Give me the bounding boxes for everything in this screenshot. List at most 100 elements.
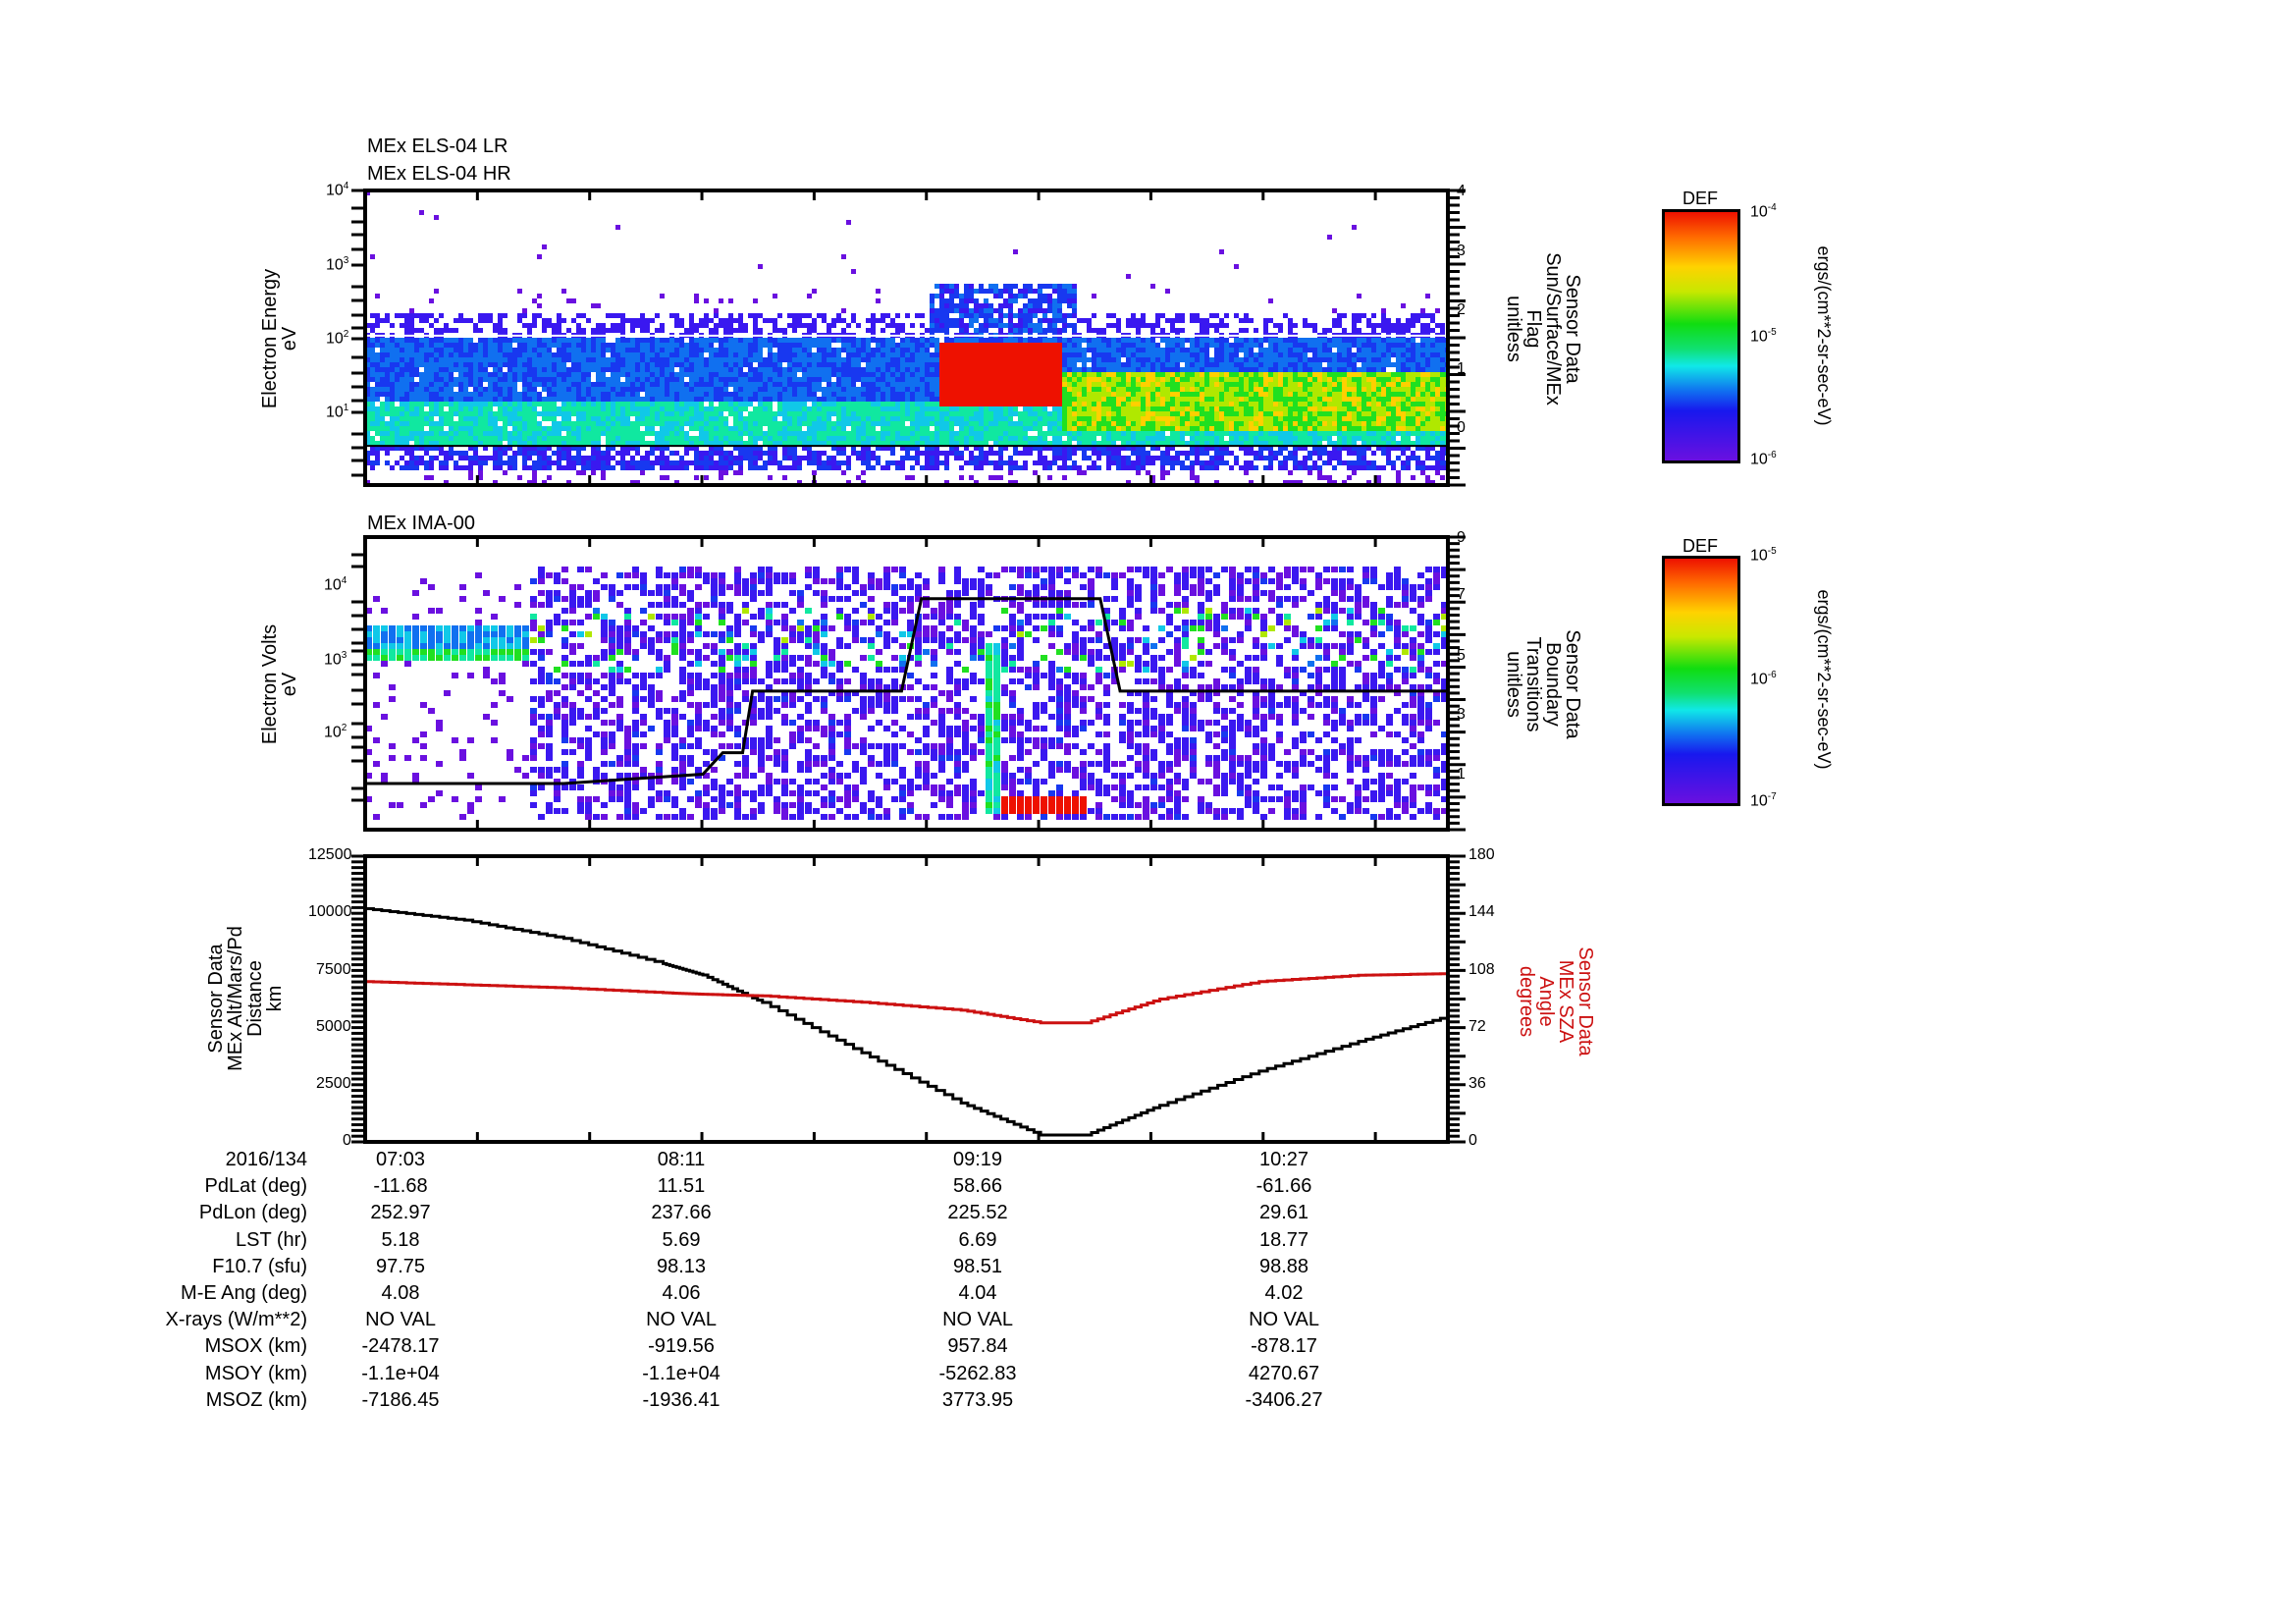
ephemeris-value: 97.75 [375, 1255, 426, 1277]
colorbar2-mid: 10-6 [1750, 670, 1777, 688]
ephemeris-value: NO VAL [365, 1309, 436, 1331]
colorbar1-min: 10-6 [1750, 450, 1777, 468]
ima-spectrogram [351, 535, 1466, 832]
ephemeris-value: 237.66 [651, 1202, 712, 1224]
p3-ytick: 10000 [308, 903, 352, 920]
p2-y2tick: 5 [1457, 647, 1466, 664]
ephemeris-row-label: MSOZ (km) [205, 1388, 307, 1411]
ephemeris-value: NO VAL [1249, 1309, 1319, 1331]
ephemeris-value: 225.52 [947, 1202, 1008, 1224]
ephemeris-value: -7186.45 [361, 1388, 440, 1411]
ephemeris-table: 2016/134 07:03 08:11 09:19 10:27 PdLat (deg) -… [0, 1149, 2296, 1424]
p3-ytick: 12500 [308, 846, 352, 863]
p2-ytick-1e4: 104 [324, 575, 347, 594]
p3-ylabel: Sensor Data MEx Alt/Mars/Pd Distance km [205, 926, 286, 1071]
ephemeris-value: 4270.67 [1248, 1362, 1320, 1384]
colorbar2 [1662, 556, 1740, 806]
ephemeris-value: 4.02 [1264, 1282, 1304, 1304]
ephemeris-value: -1936.41 [642, 1388, 721, 1411]
ephemeris-value: 4.04 [958, 1282, 997, 1304]
ephemeris-value: 3773.95 [941, 1388, 1014, 1411]
ephemeris-value: 252.97 [370, 1202, 431, 1224]
p1-y2tick: 1 [1457, 360, 1466, 377]
p3-y2tick: 36 [1468, 1075, 1486, 1092]
p3-ytick: 7500 [316, 961, 351, 978]
ephemeris-value: 18.77 [1258, 1228, 1309, 1251]
ephemeris-row-label: MSOY (km) [204, 1362, 307, 1384]
p1-y2tick: 4 [1457, 183, 1466, 199]
ephemeris-row-label: PdLat (deg) [204, 1175, 307, 1198]
colorbar2-title: DEF [1682, 536, 1718, 556]
p2-y2tick: 9 [1457, 529, 1466, 546]
p1-ytick-1e4: 104 [326, 181, 349, 199]
colorbar1-mid: 10-5 [1750, 327, 1777, 346]
colorbar1 [1662, 209, 1740, 463]
p1-y2tick: 0 [1457, 419, 1466, 436]
p2-y2label: Sensor Data Boundary Transitions unitless [1503, 629, 1583, 739]
colorbar2-unit: ergs/(cm**2-sr-sec-eV) [1814, 589, 1834, 770]
p1-ylabel: Electron Energy eV [259, 268, 300, 409]
altitude-sza-plot [351, 854, 1466, 1144]
p2-y2tick: 3 [1457, 706, 1466, 723]
ephemeris-value: 4.08 [381, 1282, 420, 1304]
ephemeris-value: 07:03 [375, 1149, 426, 1170]
p1-y2tick: 3 [1457, 243, 1466, 259]
colorbar1-unit: ergs/(cm**2-sr-sec-eV) [1814, 245, 1834, 426]
els-spectrogram [351, 189, 1466, 487]
ephemeris-value: 58.66 [952, 1175, 1003, 1198]
ephemeris-row-label: X-rays (W/m**2) [165, 1309, 307, 1331]
p3-ytick: 2500 [316, 1075, 351, 1092]
p3-y2tick: 0 [1468, 1132, 1477, 1149]
p1-ytick-1e2: 102 [326, 329, 349, 348]
ephemeris-value: -11.68 [373, 1175, 428, 1198]
colorbar1-max: 10-4 [1750, 202, 1777, 221]
ephemeris-value: 5.69 [662, 1228, 701, 1251]
p3-y2label: Sensor Data MEx SZA Angle degrees [1516, 947, 1596, 1056]
ephemeris-value: 4.06 [662, 1282, 701, 1304]
p2-ytick-1e3: 103 [324, 650, 347, 669]
panel1-title-lr: MEx ELS-04 LR [367, 135, 508, 157]
p3-y2tick: 144 [1468, 903, 1495, 920]
ephemeris-value: 08:11 [657, 1149, 706, 1170]
colorbar1-title: DEF [1682, 189, 1718, 208]
ephemeris-value: -3406.27 [1245, 1388, 1323, 1411]
ephemeris-value: 957.84 [947, 1335, 1008, 1358]
p1-ytick-1e3: 103 [326, 255, 349, 274]
panel2-title: MEx IMA-00 [367, 513, 476, 534]
ephemeris-row-label: PdLon (deg) [198, 1202, 307, 1224]
ephemeris-value: 11.51 [657, 1175, 706, 1198]
ephemeris-value: 10:27 [1258, 1149, 1309, 1170]
p2-y2tick: 7 [1457, 586, 1466, 603]
p3-y2tick: 180 [1468, 846, 1495, 863]
ephemeris-value: 98.13 [656, 1255, 707, 1277]
panel1-title-hr: MEx ELS-04 HR [367, 163, 511, 185]
ephemeris-value: 98.51 [952, 1255, 1003, 1277]
ephemeris-value: NO VAL [942, 1309, 1013, 1331]
ephemeris-row-label: M-E Ang (deg) [181, 1282, 307, 1304]
ephemeris-value: -878.17 [1251, 1335, 1317, 1358]
p2-y2tick: 1 [1457, 766, 1466, 783]
ephemeris-row-label: F10.7 (sfu) [212, 1255, 307, 1277]
ephemeris-value: 98.88 [1258, 1255, 1309, 1277]
ephemeris-row-label: LST (hr) [236, 1228, 307, 1251]
p3-ytick: 5000 [316, 1018, 351, 1035]
ephemeris-value: -5262.83 [938, 1362, 1017, 1384]
ephemeris-value: -1.1e+04 [642, 1362, 721, 1384]
colorbar2-min: 10-7 [1750, 791, 1777, 810]
ephemeris-value: -2478.17 [361, 1335, 440, 1358]
colorbar2-max: 10-5 [1750, 546, 1777, 565]
ephemeris-row-label: 2016/134 [225, 1149, 307, 1170]
ephemeris-row-label: MSOX (km) [204, 1335, 307, 1358]
p2-ytick-1e2: 102 [324, 723, 347, 741]
ephemeris-value: 09:19 [952, 1149, 1003, 1170]
p1-y2tick: 2 [1457, 301, 1466, 318]
p3-y2tick: 72 [1468, 1018, 1486, 1035]
ephemeris-value: -919.56 [648, 1335, 715, 1358]
p3-ytick: 0 [343, 1132, 351, 1149]
p3-y2tick: 108 [1468, 961, 1495, 978]
p1-y2label: Sensor Data Sun/Surface/MEx Flag unitless [1503, 252, 1583, 406]
p1-ytick-1e1: 101 [326, 403, 349, 421]
ephemeris-value: 6.69 [958, 1228, 997, 1251]
ephemeris-value: NO VAL [646, 1309, 717, 1331]
ephemeris-value: -1.1e+04 [361, 1362, 440, 1384]
